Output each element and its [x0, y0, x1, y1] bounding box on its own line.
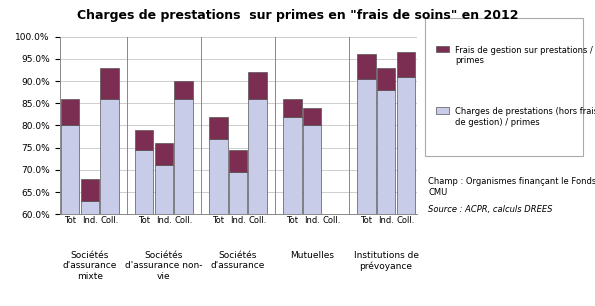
Bar	[249, 99, 267, 214]
Bar	[61, 99, 80, 125]
Bar	[135, 130, 154, 150]
Bar	[396, 52, 415, 76]
Text: Sociétés
d'assurance
mixte: Sociétés d'assurance mixte	[62, 251, 117, 281]
Bar	[303, 125, 321, 214]
Bar	[358, 79, 375, 214]
Bar	[155, 165, 173, 214]
Text: Champ : Organismes finançant le Fonds
CMU: Champ : Organismes finançant le Fonds CM…	[428, 177, 595, 197]
Text: Mutuelles: Mutuelles	[290, 251, 334, 260]
Bar	[377, 68, 395, 90]
Text: Charges de prestations (hors frais
de gestion) / primes: Charges de prestations (hors frais de ge…	[455, 107, 595, 126]
Bar	[283, 99, 302, 117]
Text: Source : ACPR, calculs DREES: Source : ACPR, calculs DREES	[428, 205, 553, 214]
Bar	[174, 81, 193, 99]
Bar	[81, 179, 99, 201]
Text: Frais de gestion sur prestations /
primes: Frais de gestion sur prestations / prime…	[455, 46, 593, 65]
Bar	[303, 108, 321, 125]
Bar	[396, 76, 415, 214]
Bar	[174, 99, 193, 214]
Bar	[209, 139, 227, 214]
Text: Sociétés
d'assurance: Sociétés d'assurance	[211, 251, 265, 270]
Bar	[81, 201, 99, 214]
Bar	[358, 54, 375, 79]
Bar	[155, 143, 173, 165]
Text: Institutions de
prévoyance: Institutions de prévoyance	[353, 251, 418, 271]
Bar	[249, 72, 267, 99]
Bar	[283, 117, 302, 214]
Bar	[229, 150, 247, 172]
Bar	[377, 90, 395, 214]
Text: Charges de prestations  sur primes en "frais de soins" en 2012: Charges de prestations sur primes en "fr…	[77, 9, 518, 22]
Bar	[229, 172, 247, 214]
Bar	[61, 125, 80, 214]
Bar	[135, 150, 154, 214]
Bar	[209, 117, 227, 139]
Bar	[101, 68, 118, 99]
Text: Sociétés
d'assurance non-
vie: Sociétés d'assurance non- vie	[125, 251, 203, 281]
Bar	[101, 99, 118, 214]
